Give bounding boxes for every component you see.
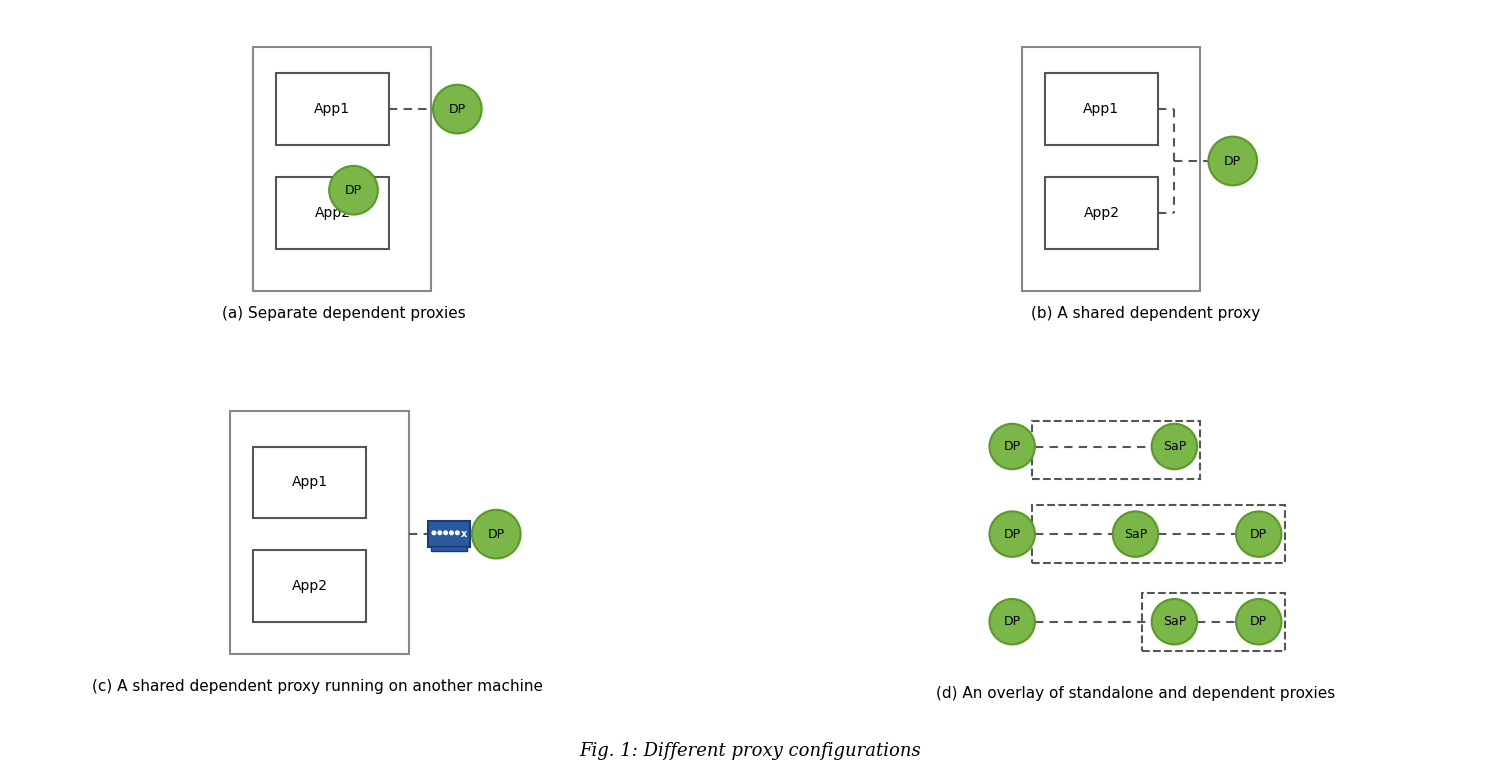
Circle shape (438, 531, 441, 535)
Text: DP: DP (1004, 528, 1020, 540)
Circle shape (1236, 512, 1281, 557)
Circle shape (444, 531, 447, 535)
Text: App1: App1 (1083, 102, 1119, 116)
FancyBboxPatch shape (276, 74, 388, 145)
FancyBboxPatch shape (1044, 74, 1158, 145)
Text: SaP: SaP (1124, 528, 1148, 540)
Circle shape (1152, 424, 1197, 469)
Circle shape (990, 512, 1035, 557)
FancyBboxPatch shape (254, 550, 366, 622)
FancyBboxPatch shape (432, 546, 466, 551)
Circle shape (432, 531, 435, 535)
Circle shape (472, 510, 520, 559)
Circle shape (990, 424, 1035, 469)
Text: (b) A shared dependent proxy: (b) A shared dependent proxy (1030, 306, 1260, 321)
Text: DP: DP (1004, 615, 1020, 628)
Text: DP: DP (1250, 615, 1268, 628)
Text: DP: DP (1250, 528, 1268, 540)
Circle shape (1236, 599, 1281, 645)
Text: App2: App2 (291, 579, 327, 593)
Text: SaP: SaP (1162, 615, 1186, 628)
Circle shape (433, 85, 482, 133)
Text: (c) A shared dependent proxy running on another machine: (c) A shared dependent proxy running on … (93, 679, 543, 694)
Text: App1: App1 (291, 475, 328, 489)
FancyBboxPatch shape (230, 411, 408, 654)
Text: DP: DP (1004, 440, 1020, 453)
Text: App2: App2 (315, 206, 351, 220)
Text: x: x (462, 529, 468, 539)
Text: DP: DP (345, 183, 362, 197)
Circle shape (456, 531, 459, 535)
Text: SaP: SaP (1162, 440, 1186, 453)
Circle shape (1152, 599, 1197, 645)
FancyBboxPatch shape (254, 447, 366, 518)
FancyBboxPatch shape (276, 177, 388, 248)
Text: DP: DP (1224, 155, 1242, 167)
FancyBboxPatch shape (1022, 47, 1200, 291)
Circle shape (450, 531, 453, 535)
Circle shape (1113, 512, 1158, 557)
Text: (d) An overlay of standalone and dependent proxies: (d) An overlay of standalone and depende… (936, 686, 1335, 700)
FancyBboxPatch shape (254, 47, 432, 291)
Circle shape (328, 166, 378, 214)
Text: Fig. 1: Different proxy configurations: Fig. 1: Different proxy configurations (579, 741, 921, 760)
Text: DP: DP (448, 103, 466, 115)
Text: (a) Separate dependent proxies: (a) Separate dependent proxies (222, 306, 465, 321)
FancyBboxPatch shape (1044, 177, 1158, 248)
Text: DP: DP (488, 528, 506, 540)
Text: App2: App2 (1083, 206, 1119, 220)
Circle shape (1209, 137, 1257, 185)
Text: App1: App1 (315, 102, 351, 116)
FancyBboxPatch shape (427, 521, 471, 547)
Circle shape (990, 599, 1035, 645)
